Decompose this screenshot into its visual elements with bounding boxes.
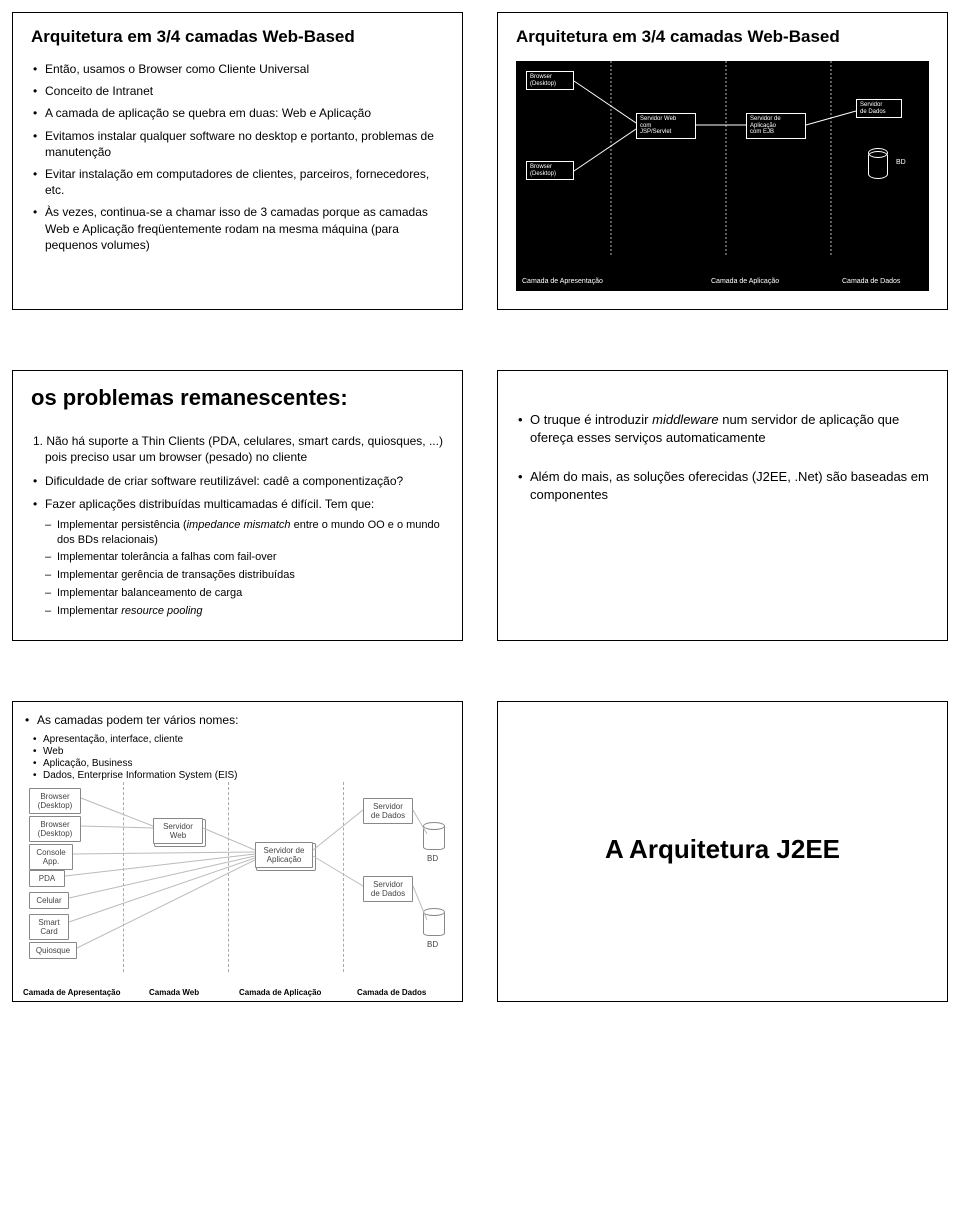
diagram-col-label: Camada de Apresentação <box>522 278 603 285</box>
diagram-box-data: Servidorde Dados <box>363 876 413 902</box>
diagram-lines <box>516 61 929 291</box>
numbered-text: Não há suporte a Thin Clients (PDA, celu… <box>45 434 443 464</box>
bullet: Evitamos instalar qualquer software no d… <box>31 128 444 160</box>
slide-2-title: Arquitetura em 3/4 camadas Web-Based <box>516 27 929 47</box>
diagram-box: PDA <box>29 870 65 887</box>
slide-5-intro-bullets: As camadas podem ter vários nomes: <box>23 712 452 728</box>
diagram-col-label: Camada de Aplicação <box>239 988 321 997</box>
bullet: Além do mais, as soluções oferecidas (J2… <box>516 468 929 503</box>
sub-bullet: Implementar gerência de transações distr… <box>31 568 444 583</box>
diagram-box-data: Servidorde Dados <box>363 798 413 824</box>
slide-6: A Arquitetura J2EE <box>497 701 948 1002</box>
sub-bullet: Apresentação, interface, cliente <box>23 734 452 745</box>
slide-5-names: Apresentação, interface, cliente Web Apl… <box>23 734 452 781</box>
diagram-box: SmartCard <box>29 914 69 940</box>
diagram-divider <box>123 782 124 972</box>
slide-3-sub-bullets: Implementar persistência (impedance mism… <box>31 518 444 619</box>
diagram-divider <box>228 782 229 972</box>
bullet: Às vezes, continua-se a chamar isso de 3… <box>31 204 444 253</box>
diagram-box: Browser(Desktop) <box>29 816 81 842</box>
bullet: Evitar instalação em computadores de cli… <box>31 166 444 198</box>
diagram-col-label: Camada de Aplicação <box>711 278 779 285</box>
sub-bullet: Dados, Enterprise Information System (EI… <box>23 770 452 781</box>
diagram-col-label: Camada de Dados <box>357 988 426 997</box>
slide-3: os problemas remanescentes: 1. Não há su… <box>12 370 463 641</box>
slide-2: Arquitetura em 3/4 camadas Web-Based Bro… <box>497 12 948 310</box>
slide-6-title: A Arquitetura J2EE <box>516 834 929 865</box>
slide-5-diagram: Browser(Desktop) Browser(Desktop) Consol… <box>23 782 452 997</box>
sub-bullet: Implementar persistência (impedance mism… <box>31 518 444 548</box>
bullet: Então, usamos o Browser como Cliente Uni… <box>31 61 444 77</box>
diagram-cylinder-icon <box>423 910 445 936</box>
diagram-col-label: Camada Web <box>149 988 199 997</box>
slide-1-bullets: Então, usamos o Browser como Cliente Uni… <box>31 61 444 253</box>
slide-2-diagram: Browser(Desktop) Browser(Desktop) Servid… <box>516 61 929 291</box>
diagram-col-label: Camada de Apresentação <box>23 988 121 997</box>
diagram-box: Quiosque <box>29 942 77 959</box>
slide-3-title: os problemas remanescentes: <box>31 385 444 411</box>
slide-5: As camadas podem ter vários nomes: Apres… <box>12 701 463 1002</box>
diagram-label-bd: BD <box>427 940 438 949</box>
diagram-box: Browser(Desktop) <box>29 788 81 814</box>
sub-bullet: Implementar resource pooling <box>31 604 444 619</box>
sub-bullet: Aplicação, Business <box>23 758 452 769</box>
bullet: A camada de aplicação se quebra em duas:… <box>31 105 444 121</box>
numbered-prefix: 1. <box>33 434 46 448</box>
slide-4: O truque é introduzir middleware num ser… <box>497 370 948 641</box>
diagram-box-web: ServidorWeb <box>153 818 203 844</box>
slide-1-title: Arquitetura em 3/4 camadas Web-Based <box>31 27 444 47</box>
diagram-cylinder-icon <box>423 824 445 850</box>
bullet: Conceito de Intranet <box>31 83 444 99</box>
bullet: Fazer aplicações distribuídas multicamad… <box>31 496 444 512</box>
diagram-col-label: Camada de Dados <box>842 278 900 285</box>
bullet: O truque é introduzir middleware num ser… <box>516 411 929 446</box>
diagram-box: ConsoleApp. <box>29 844 73 870</box>
numbered-item: 1. Não há suporte a Thin Clients (PDA, c… <box>31 433 444 465</box>
sub-bullet: Implementar tolerância a falhas com fail… <box>31 550 444 565</box>
slide-3-bullets: Dificuldade de criar software reutilizáv… <box>31 473 444 511</box>
bullet: As camadas podem ter vários nomes: <box>23 712 452 728</box>
sub-bullet: Implementar balanceamento de carga <box>31 586 444 601</box>
diagram-box-app: Servidor deAplicação <box>255 842 313 868</box>
slide-1: Arquitetura em 3/4 camadas Web-Based Ent… <box>12 12 463 310</box>
bullet: Dificuldade de criar software reutilizáv… <box>31 473 444 489</box>
slide-4-bullets: O truque é introduzir middleware num ser… <box>516 411 929 503</box>
diagram-divider <box>343 782 344 972</box>
diagram-box: Celular <box>29 892 69 909</box>
sub-bullet: Web <box>23 746 452 757</box>
diagram-label-bd: BD <box>427 854 438 863</box>
